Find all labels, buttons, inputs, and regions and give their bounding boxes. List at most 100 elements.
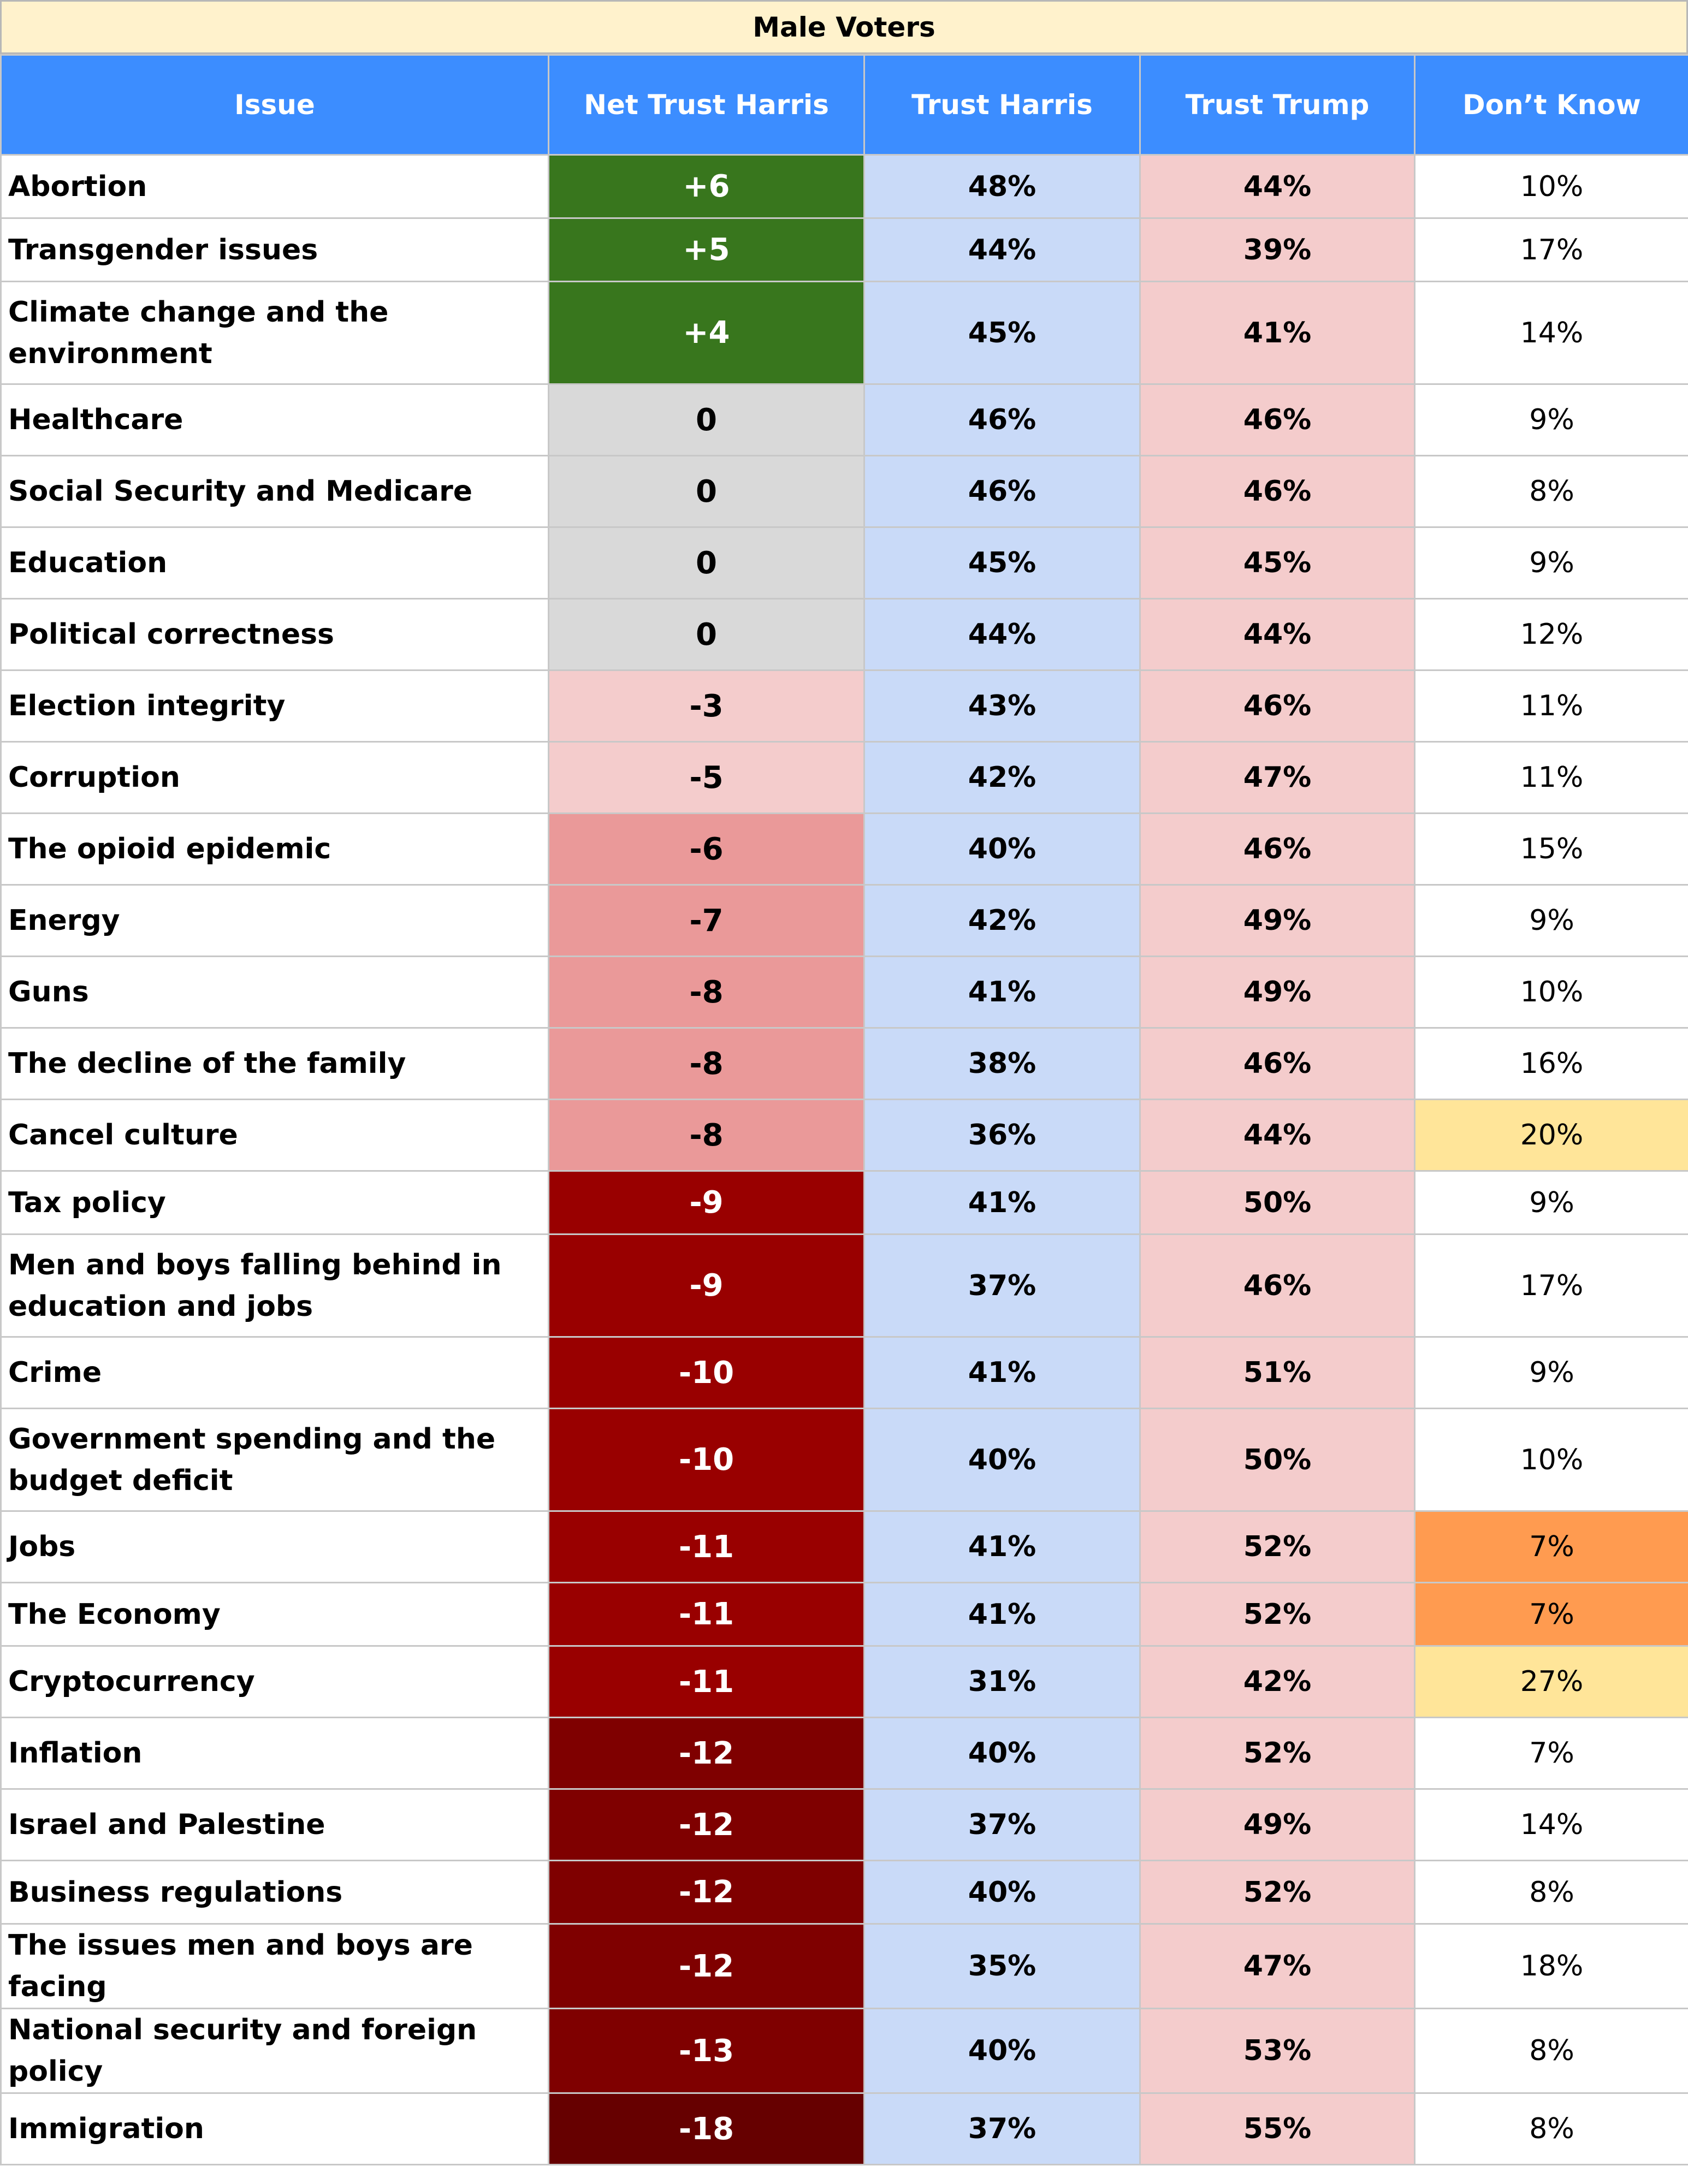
trust-harris-cell: 37% — [863, 1233, 1141, 1338]
table-row: Crime -10 41% 51% 9% — [0, 1336, 1688, 1409]
table-row: Election integrity -3 43% 46% 11% — [0, 669, 1688, 743]
table-row: Jobs -11 41% 52% 7% — [0, 1510, 1688, 1583]
dont-know-cell: 10% — [1414, 154, 1688, 219]
trust-trump-cell: 44% — [1139, 154, 1415, 219]
trust-harris-cell: 36% — [863, 1099, 1141, 1172]
net-trust-harris-cell: -3 — [548, 669, 865, 743]
dont-know-cell: 8% — [1414, 2092, 1688, 2165]
trust-harris-cell: 40% — [863, 1860, 1141, 1925]
issue-cell: The opioid epidemic — [0, 812, 549, 886]
trust-harris-cell: 46% — [863, 455, 1141, 528]
net-trust-harris-cell: -11 — [548, 1645, 865, 1718]
trust-trump-cell: 49% — [1139, 884, 1415, 957]
issue-cell: Energy — [0, 884, 549, 957]
trust-trump-cell: 46% — [1139, 1027, 1415, 1100]
net-trust-harris-cell: -12 — [548, 1788, 865, 1861]
dont-know-cell: 9% — [1414, 526, 1688, 600]
trust-harris-cell: 42% — [863, 741, 1141, 814]
column-header-net-trust-harris: Net Trust Harris — [548, 54, 865, 156]
issue-cell: Climate change and the environment — [0, 281, 549, 385]
table-row: The Economy -11 41% 52% 7% — [0, 1582, 1688, 1647]
table-title: Male Voters — [0, 0, 1688, 54]
dont-know-cell: 8% — [1414, 1860, 1688, 1925]
net-trust-harris-cell: -10 — [548, 1336, 865, 1409]
issue-cell: Crime — [0, 1336, 549, 1409]
trust-trump-cell: 45% — [1139, 526, 1415, 600]
trust-harris-cell: 41% — [863, 1170, 1141, 1235]
trust-trump-cell: 46% — [1139, 455, 1415, 528]
net-trust-harris-cell: -11 — [548, 1582, 865, 1647]
issue-cell: The decline of the family — [0, 1027, 549, 1100]
table-row: The issues men and boys are facing -12 35%… — [0, 1923, 1688, 2009]
table-row: The decline of the family -8 38% 46% 16% — [0, 1027, 1688, 1100]
issue-cell: Jobs — [0, 1510, 549, 1583]
trust-trump-cell: 46% — [1139, 1233, 1415, 1338]
net-trust-harris-cell: -8 — [548, 1099, 865, 1172]
issues-table: Issue Net Trust Harris Trust Harris Trus… — [0, 54, 1688, 2165]
dont-know-cell: 17% — [1414, 1233, 1688, 1338]
dont-know-cell: 15% — [1414, 812, 1688, 886]
net-trust-harris-cell: 0 — [548, 526, 865, 600]
column-header-trust-trump: Trust Trump — [1139, 54, 1415, 156]
net-trust-harris-cell: -12 — [548, 1923, 865, 2009]
net-trust-harris-cell: 0 — [548, 383, 865, 456]
dont-know-cell: 27% — [1414, 1645, 1688, 1718]
table-row: Government spending and the budget defic… — [0, 1408, 1688, 1512]
dont-know-cell: 12% — [1414, 598, 1688, 671]
trust-trump-cell: 50% — [1139, 1408, 1415, 1512]
table-body: Abortion +6 48% 44% 10% Transgender issues +5 4… — [0, 154, 1688, 2165]
issue-cell: Men and boys falling behind in education… — [0, 1233, 549, 1338]
net-trust-harris-cell: -8 — [548, 956, 865, 1029]
trust-harris-cell: 40% — [863, 812, 1141, 886]
net-trust-harris-cell: +5 — [548, 217, 865, 282]
net-trust-harris-cell: -11 — [548, 1510, 865, 1583]
issue-cell: Election integrity — [0, 669, 549, 743]
issue-cell: Government spending and the budget defic… — [0, 1408, 549, 1512]
trust-trump-cell: 46% — [1139, 812, 1415, 886]
net-trust-harris-cell: +4 — [548, 281, 865, 385]
trust-harris-cell: 37% — [863, 1788, 1141, 1861]
trust-harris-cell: 40% — [863, 2008, 1141, 2094]
table-row: Israel and Palestine -12 37% 49% 14% — [0, 1788, 1688, 1861]
table-row: Cryptocurrency -11 31% 42% 27% — [0, 1645, 1688, 1718]
issue-cell: The issues men and boys are facing — [0, 1923, 549, 2009]
dont-know-cell: 14% — [1414, 281, 1688, 385]
dont-know-cell: 9% — [1414, 884, 1688, 957]
net-trust-harris-cell: -18 — [548, 2092, 865, 2165]
net-trust-harris-cell: 0 — [548, 455, 865, 528]
trust-harris-cell: 31% — [863, 1645, 1141, 1718]
trust-harris-cell: 41% — [863, 1510, 1141, 1583]
dont-know-cell: 16% — [1414, 1027, 1688, 1100]
table-row: The opioid epidemic -6 40% 46% 15% — [0, 812, 1688, 886]
dont-know-cell: 10% — [1414, 1408, 1688, 1512]
issue-cell: Abortion — [0, 154, 549, 219]
trust-harris-cell: 42% — [863, 884, 1141, 957]
trust-trump-cell: 53% — [1139, 2008, 1415, 2094]
dont-know-cell: 20% — [1414, 1099, 1688, 1172]
trust-trump-cell: 49% — [1139, 956, 1415, 1029]
trust-trump-cell: 41% — [1139, 281, 1415, 385]
table-row: Inflation -12 40% 52% 7% — [0, 1717, 1688, 1790]
trust-trump-cell: 51% — [1139, 1336, 1415, 1409]
trust-trump-cell: 44% — [1139, 1099, 1415, 1172]
dont-know-cell: 11% — [1414, 741, 1688, 814]
net-trust-harris-cell: -9 — [548, 1170, 865, 1235]
trust-harris-cell: 35% — [863, 1923, 1141, 2009]
trust-harris-cell: 41% — [863, 956, 1141, 1029]
issue-cell: Cryptocurrency — [0, 1645, 549, 1718]
trust-harris-cell: 44% — [863, 217, 1141, 282]
trust-trump-cell: 52% — [1139, 1510, 1415, 1583]
trust-harris-cell: 45% — [863, 526, 1141, 600]
trust-harris-cell: 38% — [863, 1027, 1141, 1100]
dont-know-cell: 8% — [1414, 2008, 1688, 2094]
trust-harris-cell: 45% — [863, 281, 1141, 385]
dont-know-cell: 7% — [1414, 1717, 1688, 1790]
trust-trump-cell: 46% — [1139, 669, 1415, 743]
trust-trump-cell: 55% — [1139, 2092, 1415, 2165]
issue-cell: Immigration — [0, 2092, 549, 2165]
issue-cell: Political correctness — [0, 598, 549, 671]
trust-trump-cell: 47% — [1139, 1923, 1415, 2009]
table-row: Climate change and the environment +4 45% 4… — [0, 281, 1688, 385]
table-row: Corruption -5 42% 47% 11% — [0, 741, 1688, 814]
